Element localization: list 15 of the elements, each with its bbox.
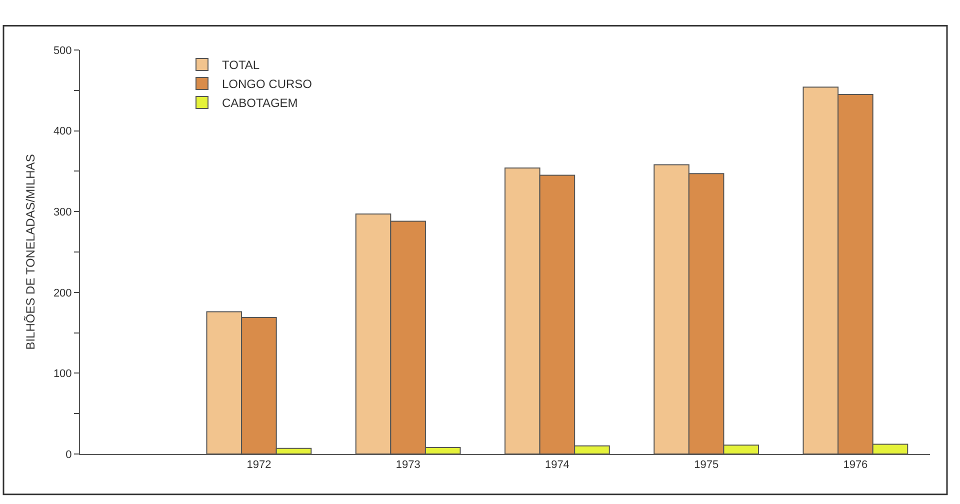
legend-label: CABOTAGEM <box>222 96 298 110</box>
y-tick-label: 200 <box>53 287 72 300</box>
y-tick-label: 300 <box>53 206 72 218</box>
y-tick-label: 0 <box>66 448 72 461</box>
x-tick-label: 1973 <box>396 459 420 472</box>
x-tick-label: 1972 <box>246 459 272 472</box>
x-tick-label: 1975 <box>694 459 719 472</box>
x-tick-label: 1974 <box>544 459 570 472</box>
legend-label: LONGO CURSO <box>222 77 312 92</box>
legend-label: TOTAL <box>222 58 260 72</box>
y-tick-label: 400 <box>53 126 72 138</box>
y-tick-label: 500 <box>53 44 72 57</box>
y-tick-label: 100 <box>53 368 72 380</box>
y-axis-title: BILHÕES DE TONELADAS/MILHAS <box>24 154 38 350</box>
x-tick-label: 1976 <box>843 459 868 472</box>
